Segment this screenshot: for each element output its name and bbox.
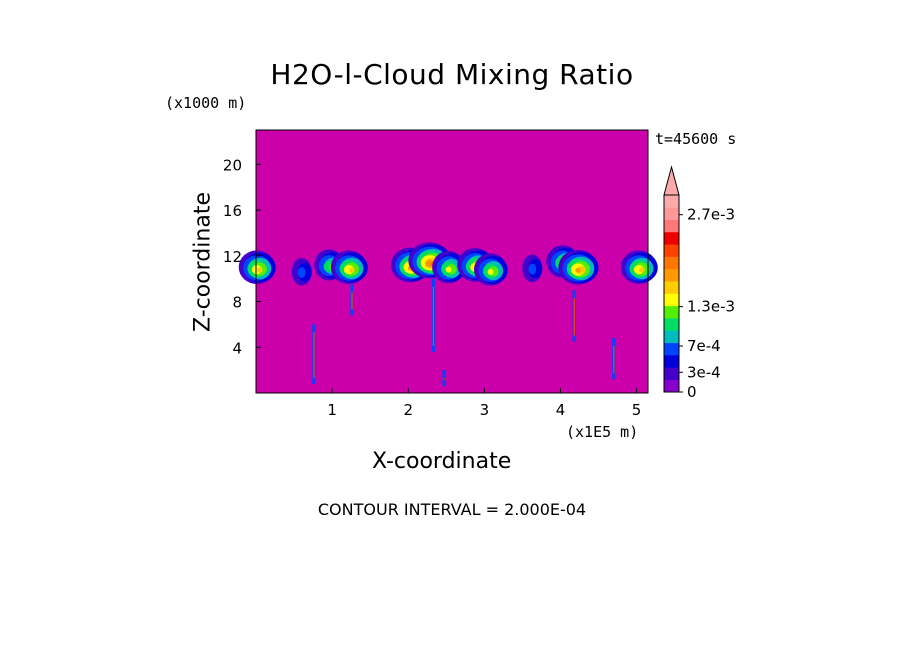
y-axis-unit: (x1000 m): [165, 94, 247, 112]
colorbar-frame: [663, 194, 680, 393]
plot-area: [238, 129, 658, 394]
colorbar-segment-4: [664, 330, 679, 344]
colorbar-segment-0: [664, 379, 679, 393]
colorbar-segment-10: [664, 256, 679, 270]
colorbar-segment-11: [664, 244, 679, 257]
colorbar-segment-12: [664, 231, 679, 245]
colorbar-segment-13: [664, 219, 679, 233]
x-tick-label-4: 4: [556, 401, 566, 419]
colorbar-segment-9: [664, 268, 679, 282]
cloud-contour-1-2: [297, 267, 306, 279]
colorbar-segment-2: [664, 355, 679, 368]
shaft-inner-3: [573, 298, 575, 336]
x-tick-label-3: 3: [480, 401, 490, 419]
plot-frame: [255, 129, 649, 394]
contour-interval-note: CONTOUR INTERVAL = 2.000E-04: [317, 500, 587, 519]
chart-title: H2O-l-Cloud Mixing Ratio: [270, 58, 634, 91]
x-axis-label: X-coordinate: [372, 449, 512, 474]
y-axis-label: Z-coordinate: [190, 192, 216, 332]
colorbar-segment-5: [664, 318, 679, 331]
shaft-inner-1: [432, 286, 435, 346]
y-tick-label-8: 8: [232, 294, 242, 312]
colorbar-label-2: 7e-4: [687, 337, 721, 355]
cloud-contour-0-7: [256, 267, 263, 273]
colorbar-label-1: 3e-4: [687, 363, 721, 381]
y-axis-ticks: 4 8 12 16 20: [223, 156, 261, 357]
y-tick-label-20: 20: [223, 156, 242, 174]
colorbar: 0 3e-4 7e-4 1.3e-3 2.7e-3: [663, 165, 735, 401]
colorbar-label-4: 2.7e-3: [687, 206, 735, 224]
shaft-inner-5: [351, 292, 353, 310]
cloud-contour-9-2: [528, 263, 537, 275]
colorbar-segment-6: [664, 305, 679, 319]
time-label: t=45600 s: [655, 130, 737, 148]
cloud-contour-11-8: [575, 267, 581, 273]
y-tick-label-16: 16: [223, 202, 242, 220]
colorbar-segment-8: [664, 281, 679, 294]
colorbar-label-3: 1.3e-3: [687, 298, 735, 316]
y-tick-label-12: 12: [223, 248, 242, 266]
cloud-contour-8-6: [487, 269, 494, 275]
cloud-contour-6-6: [445, 266, 452, 273]
cloud-contour-12-7: [639, 267, 645, 273]
x-tick-label-5: 5: [632, 401, 642, 419]
colorbar-segment-1: [664, 367, 679, 380]
shaft-inner-4: [613, 346, 615, 374]
x-tick-label-2: 2: [403, 401, 413, 419]
y-tick-label-4: 4: [232, 339, 242, 357]
shaft-inner-0: [313, 332, 315, 378]
x-axis-ticks: 1 2 3 4 5: [327, 388, 641, 419]
x-axis-unit: (x1E5 m): [566, 423, 639, 441]
x-tick-label-1: 1: [327, 401, 337, 419]
colorbar-over-arrow: [663, 165, 680, 196]
shaft-inner-2: [443, 378, 445, 381]
colorbar-segment-15: [664, 195, 679, 208]
colorbar-segment-14: [664, 207, 679, 220]
colorbar-label-0: 0: [687, 383, 697, 401]
colorbar-segment-3: [664, 342, 679, 356]
cloud-contour-3-7: [349, 267, 355, 273]
colorbar-segment-7: [664, 293, 679, 307]
